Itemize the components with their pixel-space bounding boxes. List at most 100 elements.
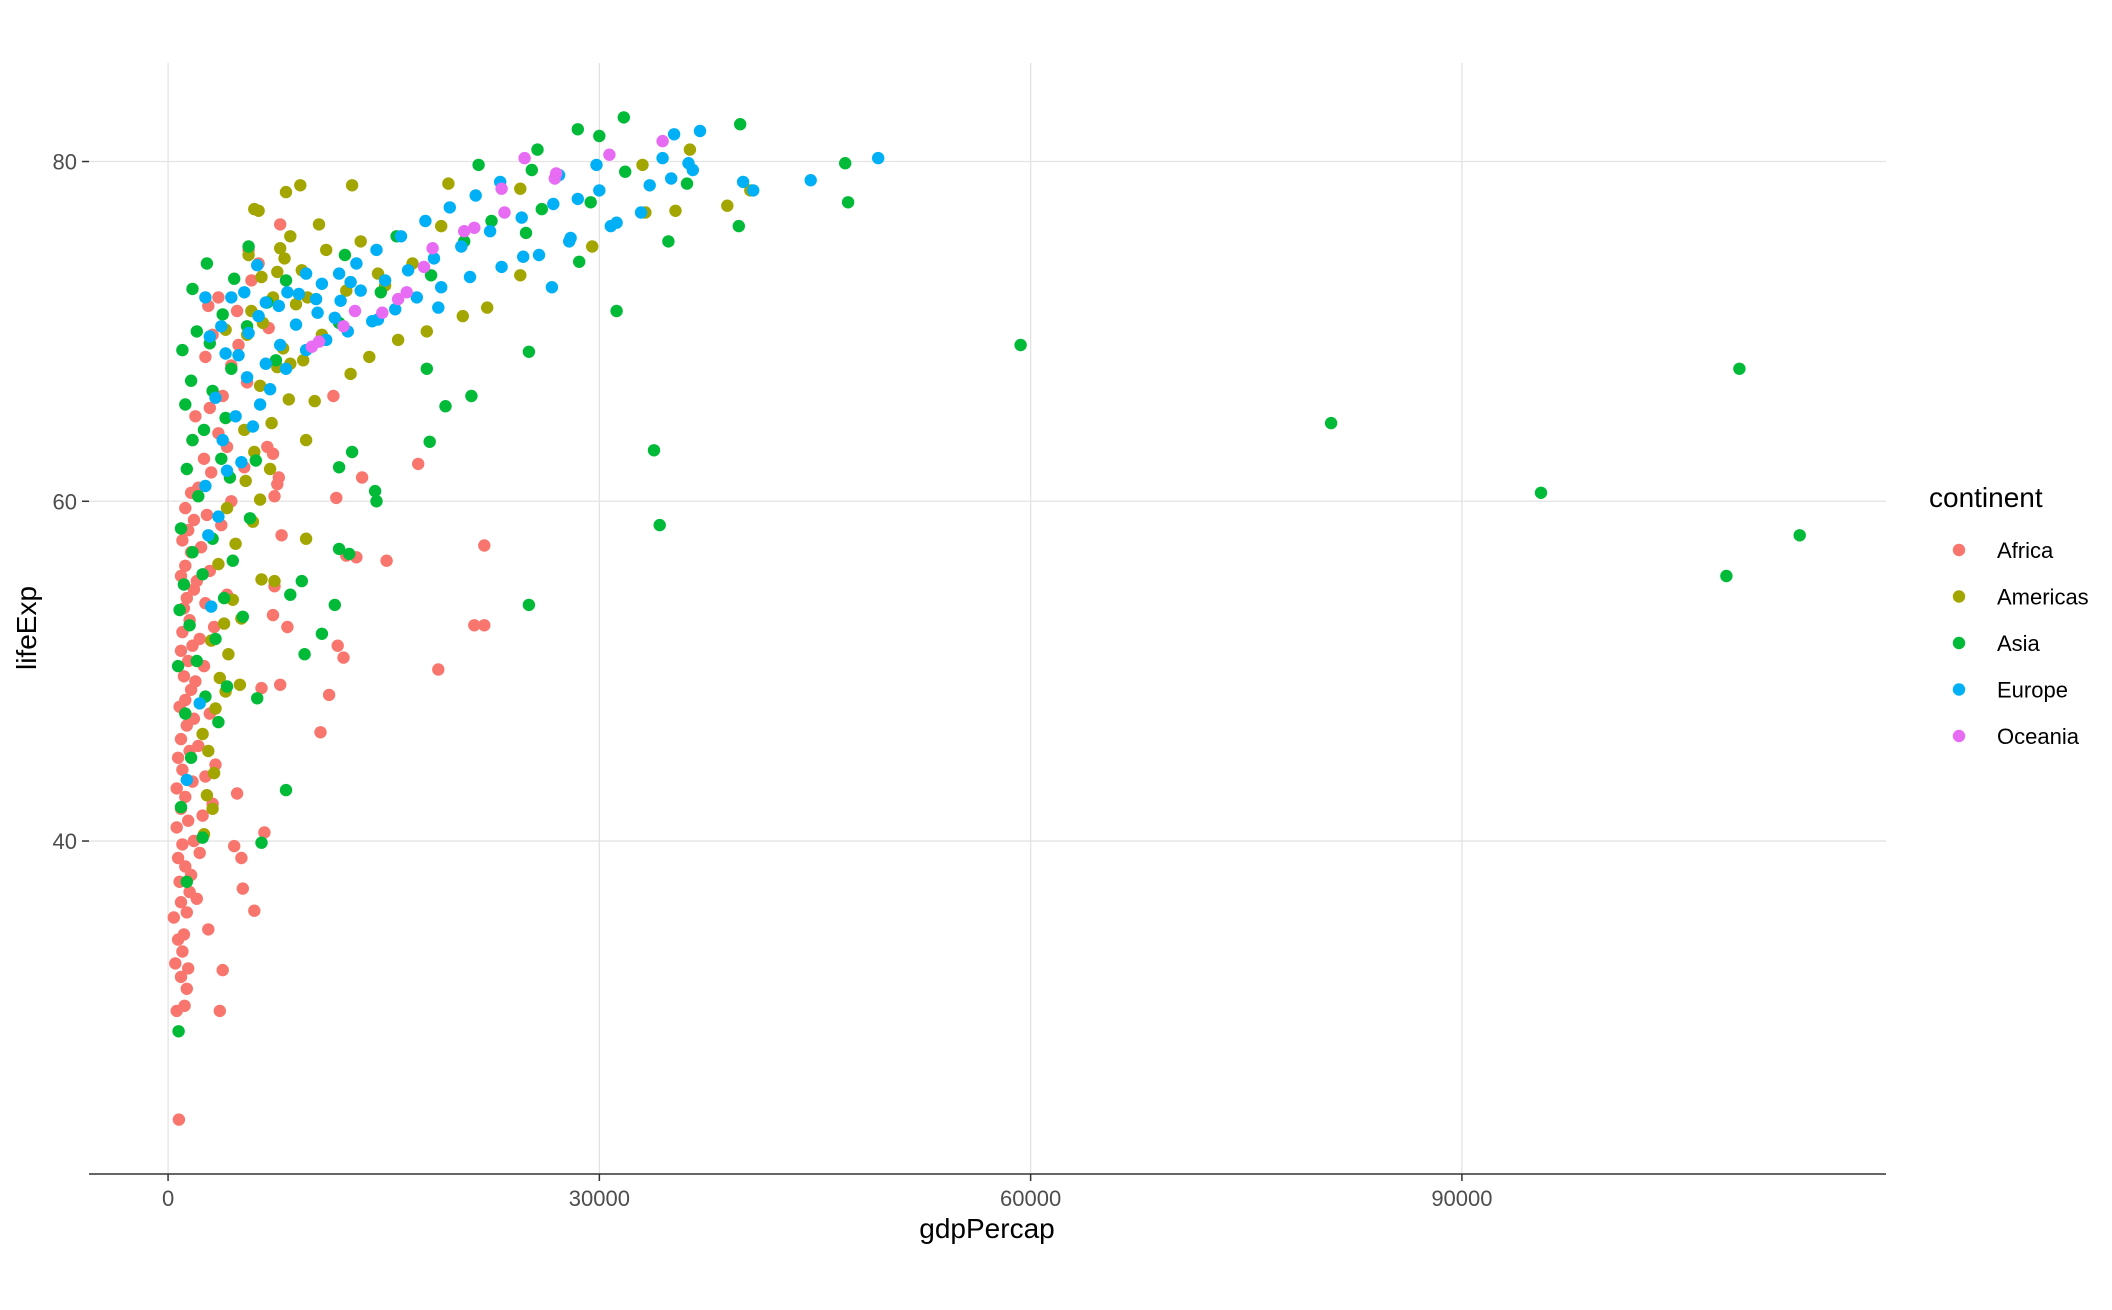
data-point — [278, 252, 291, 265]
data-point — [328, 311, 341, 324]
data-point — [203, 401, 216, 415]
data-point — [219, 411, 232, 425]
data-point — [196, 568, 209, 581]
data-point — [189, 410, 202, 423]
data-point — [177, 670, 191, 683]
data-point — [312, 335, 326, 348]
data-point — [344, 275, 357, 289]
data-point — [734, 118, 747, 131]
data-point — [179, 693, 192, 707]
data-point — [239, 474, 252, 488]
data-point — [485, 214, 498, 228]
data-point — [253, 493, 267, 506]
data-point — [229, 410, 242, 423]
data-point — [172, 1025, 185, 1038]
data-point — [518, 151, 531, 165]
data-point — [1793, 529, 1806, 542]
data-point — [197, 452, 211, 465]
data-point — [345, 179, 359, 192]
data-point — [294, 179, 307, 192]
data-point — [439, 400, 452, 413]
data-point — [212, 715, 225, 729]
data-point — [217, 591, 231, 605]
data-point — [255, 573, 268, 586]
data-point — [183, 619, 196, 632]
data-point — [212, 291, 225, 304]
data-point — [193, 632, 206, 646]
legend-label-europe: Europe — [1997, 678, 2068, 703]
data-point — [177, 578, 191, 591]
data-point — [225, 291, 238, 304]
data-point — [289, 318, 303, 331]
data-point — [274, 678, 287, 691]
data-point — [426, 242, 439, 255]
data-point — [343, 547, 356, 561]
data-point — [279, 362, 293, 375]
data-point — [412, 457, 425, 471]
data-point — [192, 739, 205, 753]
data-point — [268, 490, 281, 503]
data-point — [297, 354, 310, 367]
data-point — [258, 826, 271, 839]
data-point — [636, 158, 649, 172]
x-axis-title: gdpPercap — [919, 1213, 1054, 1244]
data-point — [517, 250, 530, 263]
data-point — [170, 782, 183, 795]
data-point — [522, 598, 536, 612]
data-point — [308, 394, 321, 408]
data-point — [643, 179, 656, 192]
x-tick-label: 0 — [162, 1186, 174, 1211]
data-point — [196, 727, 209, 741]
data-point — [374, 286, 387, 299]
data-point — [483, 225, 497, 238]
data-point — [391, 292, 405, 306]
data-point — [334, 294, 347, 307]
data-point — [289, 298, 303, 311]
data-point — [199, 479, 212, 493]
data-point — [202, 744, 215, 758]
data-point — [176, 945, 189, 958]
data-point — [245, 274, 258, 287]
data-point — [215, 320, 228, 333]
data-point — [617, 111, 630, 124]
data-point — [174, 732, 188, 746]
series-europe — [180, 124, 885, 787]
data-point — [255, 270, 268, 284]
data-point — [230, 787, 244, 800]
data-point — [417, 260, 431, 274]
data-point — [207, 620, 221, 634]
data-point — [232, 338, 245, 352]
data-point — [586, 240, 599, 253]
legend-title: continent — [1929, 482, 2043, 513]
data-point — [284, 588, 297, 601]
data-point — [683, 143, 697, 156]
data-point — [271, 265, 284, 279]
data-point — [215, 452, 228, 465]
data-point — [311, 306, 324, 319]
data-point — [219, 347, 232, 360]
data-point — [495, 260, 508, 274]
data-point — [230, 304, 244, 318]
data-point — [420, 325, 433, 338]
data-point — [456, 309, 469, 323]
data-point — [251, 259, 264, 272]
data-point — [232, 349, 245, 362]
data-point — [235, 456, 248, 469]
data-point — [368, 484, 382, 498]
data-point — [180, 875, 193, 888]
data-point — [240, 371, 254, 384]
data-point — [665, 172, 678, 185]
data-point — [747, 184, 760, 197]
data-point — [186, 546, 199, 559]
data-point — [525, 163, 538, 177]
data-point — [400, 286, 413, 299]
data-point — [478, 619, 491, 632]
data-point — [249, 454, 262, 467]
data-point — [236, 882, 249, 895]
data-point — [274, 218, 287, 231]
data-point — [432, 301, 445, 314]
data-point — [216, 308, 229, 321]
data-point — [176, 838, 189, 851]
data-point — [233, 678, 247, 691]
